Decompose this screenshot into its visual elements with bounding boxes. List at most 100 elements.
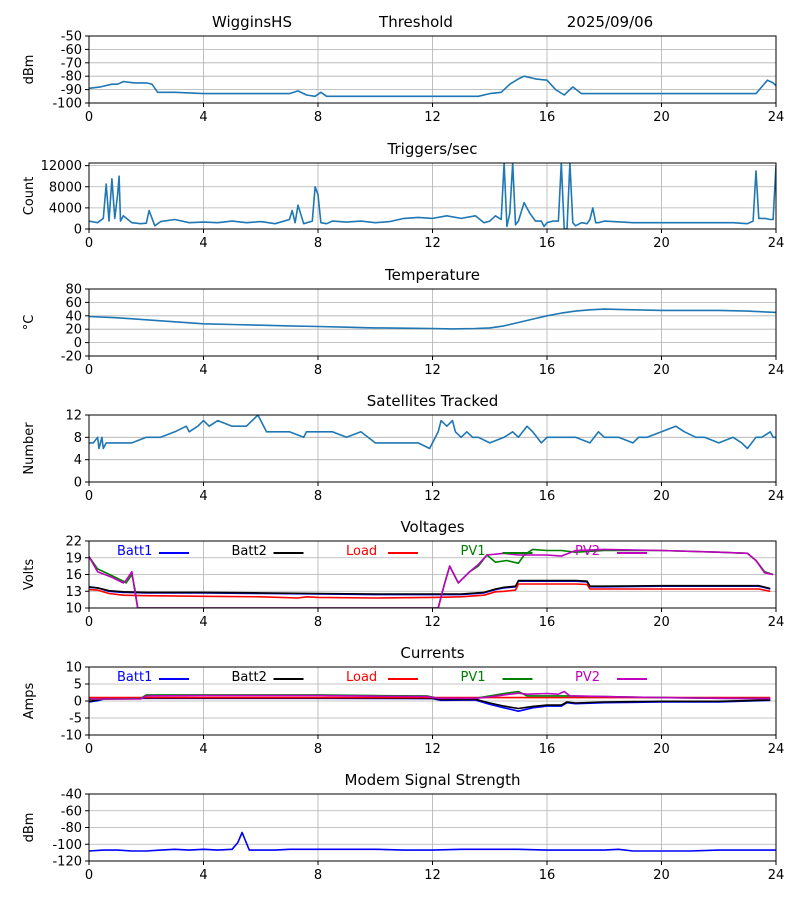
y-tick-label: 16 (65, 568, 82, 583)
y-tick-label: 5 (74, 678, 82, 693)
legend-label-batt1: Batt1 (117, 670, 152, 685)
x-tick-label: 12 (424, 868, 441, 883)
y-tick-label: 22 (65, 535, 82, 550)
y-axis-label: dBm (22, 55, 37, 85)
series-line-0 (89, 308, 776, 330)
x-tick-label: 12 (424, 236, 441, 251)
x-tick-label: 4 (199, 615, 207, 630)
x-tick-label: 8 (314, 489, 322, 504)
x-tick-label: 4 (199, 236, 207, 251)
header-station: WigginsHS (212, 13, 292, 31)
header-date: 2025/09/06 (567, 13, 653, 31)
series-line-pv2 (89, 690, 771, 700)
legend: Batt1 Batt2 Load PV1 PV2 (117, 670, 647, 685)
chart-title: Temperature (384, 266, 480, 284)
chart-title: Satellites Tracked (367, 392, 498, 410)
x-tick-label: 16 (539, 363, 556, 378)
legend-label-load: Load (346, 544, 377, 559)
y-tick-label: 8000 (49, 180, 82, 195)
x-tick-label: 4 (199, 742, 207, 757)
panel-1: 0 4 8 12 16 20 24 0 4000 8000 12000 Count Triggers/s… (22, 140, 784, 251)
legend-label-batt2: Batt2 (232, 670, 267, 685)
x-tick-label: 24 (768, 868, 785, 883)
y-tick-label: 60 (65, 296, 82, 311)
y-tick-label: 12 (65, 409, 82, 424)
x-tick-label: 24 (768, 236, 785, 251)
x-tick-label: 0 (85, 363, 93, 378)
panel-3: 0 4 8 12 16 20 24 0 4 8 12 Number Satellites Tracked (22, 392, 784, 504)
x-tick-label: 20 (653, 363, 670, 378)
chart-title: Voltages (400, 518, 464, 536)
legend-label-pv1: PV1 (461, 670, 486, 685)
x-tick-label: 4 (199, 868, 207, 883)
x-tick-label: 8 (314, 615, 322, 630)
y-tick-label: -80 (61, 821, 82, 836)
x-tick-label: 8 (314, 236, 322, 251)
series-line-0 (89, 163, 776, 229)
y-tick-label: -90 (61, 83, 82, 98)
x-tick-label: 20 (653, 615, 670, 630)
y-tick-label: 10 (65, 661, 82, 676)
x-tick-label: 16 (539, 489, 556, 504)
x-tick-label: 16 (539, 868, 556, 883)
y-tick-label: -50 (61, 30, 82, 45)
legend: Batt1 Batt2 Load PV1 PV2 (117, 544, 647, 559)
y-tick-label: -100 (52, 97, 82, 112)
legend-label-load: Load (346, 670, 377, 685)
x-tick-label: 12 (424, 363, 441, 378)
chart-title: Modem Signal Strength (345, 771, 521, 789)
chart-title: Triggers/sec (387, 140, 478, 158)
y-tick-label: -60 (61, 804, 82, 819)
y-tick-label: 4 (74, 453, 82, 468)
x-tick-label: 20 (653, 236, 670, 251)
panel-6: 0 4 8 12 16 20 24 -120 -100 -80 -60-40 dBm Modem Sig… (22, 771, 784, 883)
x-tick-label: 20 (653, 489, 670, 504)
series-line-0 (89, 75, 776, 98)
y-tick-label: 12000 (41, 159, 82, 174)
x-tick-label: 8 (314, 868, 322, 883)
series-line-batt2 (89, 697, 771, 710)
x-tick-label: 20 (653, 868, 670, 883)
x-tick-label: 24 (768, 615, 785, 630)
y-tick-label: 10 (65, 602, 82, 617)
x-tick-label: 20 (653, 742, 670, 757)
y-tick-label: -40 (61, 788, 82, 803)
series-line-batt2 (89, 579, 771, 595)
legend-label-batt1: Batt1 (117, 544, 152, 559)
y-tick-label: -100 (52, 838, 82, 853)
y-axis-label: Volts (22, 559, 37, 591)
y-tick-label: 0 (74, 223, 82, 238)
y-tick-label: 13 (65, 585, 82, 600)
y-tick-label: -120 (52, 855, 82, 870)
y-tick-label: -80 (61, 70, 82, 85)
series-line-batt1 (89, 697, 771, 713)
y-axis-label: Number (22, 422, 37, 475)
series-line-0 (89, 831, 776, 852)
x-tick-label: 0 (85, 110, 93, 125)
y-tick-label: 20 (65, 323, 82, 338)
y-tick-label: 19 (65, 551, 82, 566)
y-tick-label: -10 (61, 729, 82, 744)
x-tick-label: 8 (314, 742, 322, 757)
x-tick-label: 0 (85, 742, 93, 757)
x-tick-label: 16 (539, 615, 556, 630)
x-tick-label: 16 (539, 742, 556, 757)
legend-label-pv2: PV2 (575, 544, 600, 559)
y-axis-label: dBm (22, 813, 37, 843)
series-line-pv2 (89, 548, 774, 608)
y-axis-label: Count (22, 177, 37, 216)
x-tick-label: 8 (314, 363, 322, 378)
y-tick-label: 4000 (49, 201, 82, 216)
y-tick-label: -60 (61, 43, 82, 58)
y-tick-label: 80 (65, 283, 82, 298)
series-line-load (89, 583, 771, 599)
y-tick-label: -20 (61, 350, 82, 365)
y-tick-label: 0 (74, 476, 82, 491)
x-tick-label: 0 (85, 868, 93, 883)
panel-0: 0 4 8 12 16 20 24 -100-90-80-70-60-50 dBm (22, 30, 784, 126)
x-tick-label: 12 (424, 615, 441, 630)
series-line-pv1 (89, 548, 774, 608)
